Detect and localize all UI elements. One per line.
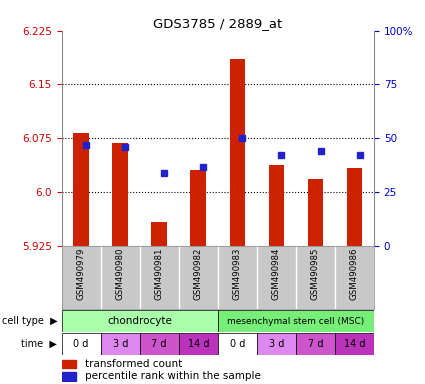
Text: 0 d: 0 d xyxy=(74,339,89,349)
Text: transformed count: transformed count xyxy=(85,359,182,369)
Title: GDS3785 / 2889_at: GDS3785 / 2889_at xyxy=(153,17,283,30)
Bar xyxy=(62,310,218,332)
Bar xyxy=(62,359,76,368)
Bar xyxy=(62,333,101,355)
Bar xyxy=(269,165,284,246)
Text: 0 d: 0 d xyxy=(230,339,245,349)
Text: 14 d: 14 d xyxy=(344,339,365,349)
Bar xyxy=(218,333,257,355)
Text: percentile rank within the sample: percentile rank within the sample xyxy=(85,371,261,381)
Bar xyxy=(257,333,296,355)
Text: GSM490981: GSM490981 xyxy=(155,248,164,300)
Text: cell type  ▶: cell type ▶ xyxy=(2,316,57,326)
Bar xyxy=(218,310,374,332)
Bar xyxy=(190,170,206,246)
Text: time  ▶: time ▶ xyxy=(22,339,57,349)
Bar xyxy=(74,133,89,246)
Text: chondrocyte: chondrocyte xyxy=(107,316,172,326)
Text: GSM490986: GSM490986 xyxy=(350,248,359,300)
Text: 7 d: 7 d xyxy=(308,339,323,349)
Text: GSM490983: GSM490983 xyxy=(233,248,242,300)
Text: 14 d: 14 d xyxy=(187,339,209,349)
Text: GSM490985: GSM490985 xyxy=(311,248,320,300)
Bar xyxy=(296,333,335,355)
Text: 3 d: 3 d xyxy=(269,339,284,349)
Bar xyxy=(335,333,374,355)
Text: 7 d: 7 d xyxy=(151,339,167,349)
Bar xyxy=(112,143,128,246)
Text: GSM490979: GSM490979 xyxy=(76,248,86,300)
Bar xyxy=(179,333,218,355)
Bar xyxy=(151,222,167,246)
Text: GSM490984: GSM490984 xyxy=(272,248,281,300)
Text: GSM490982: GSM490982 xyxy=(194,248,203,300)
Bar xyxy=(140,333,179,355)
Text: GSM490980: GSM490980 xyxy=(116,248,125,300)
Text: mesenchymal stem cell (MSC): mesenchymal stem cell (MSC) xyxy=(227,316,365,326)
Bar xyxy=(230,60,245,246)
Bar xyxy=(347,168,362,246)
Text: 3 d: 3 d xyxy=(113,339,128,349)
Bar xyxy=(101,333,140,355)
Bar xyxy=(62,372,76,381)
Bar xyxy=(308,179,323,246)
